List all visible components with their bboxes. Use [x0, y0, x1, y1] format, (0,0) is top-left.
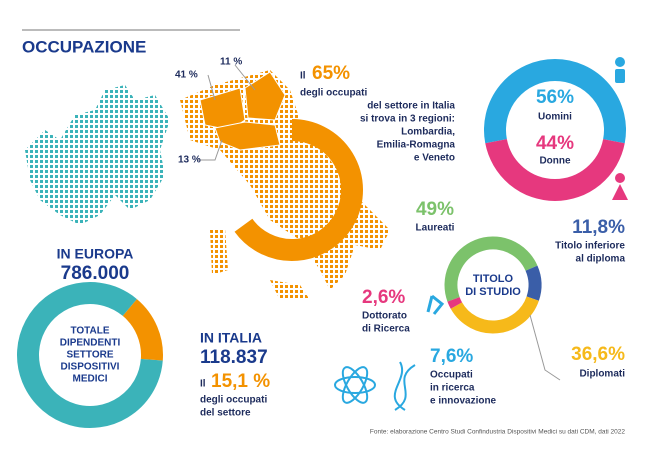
europe-heading: IN EUROPA [57, 246, 134, 262]
italy-share: 15,1 % [211, 371, 270, 392]
edu-share: 2,6% [362, 287, 405, 308]
regions-line: del settore in Italia [367, 101, 455, 112]
callout-line [198, 139, 223, 161]
edu-share: 36,6% [571, 344, 625, 365]
regions-line: e Veneto [414, 153, 455, 164]
donut-segment [447, 297, 463, 309]
regions-line: degli occupati [300, 88, 367, 99]
region-share: 13 % [178, 155, 201, 166]
edu-label: Diplomati [579, 369, 625, 380]
edu-label: Titolo inferiore [555, 241, 625, 252]
title: OCCUPAZIONE [22, 37, 146, 56]
europe-number: 786.000 [61, 263, 130, 284]
men-share: 56% [536, 87, 574, 108]
women-label: Donne [539, 156, 571, 167]
atom-icon [334, 366, 376, 404]
prefix: Il [300, 71, 306, 82]
research-line: Occupati [430, 370, 473, 381]
donut-center-line: DIPENDENTI [60, 338, 121, 349]
italy-line: degli occupati [200, 395, 267, 406]
donut-center-line: DI STUDIO [465, 286, 521, 298]
europe-map [25, 85, 170, 225]
regions-line: Emilia-Romagna [377, 140, 456, 151]
edu-label: Dottorato [362, 311, 407, 322]
donut-segment [444, 236, 538, 302]
research-line: in ricerca [430, 383, 475, 394]
donut-center-line: TITOLO [473, 273, 514, 285]
edu-label: al diploma [576, 254, 626, 265]
callout-line [207, 74, 216, 101]
research-share: 7,6% [430, 346, 473, 367]
edu-label: di Ricerca [362, 324, 410, 335]
sicily-map [270, 280, 310, 300]
italy-number: 118.837 [200, 347, 268, 368]
donut-segment [484, 59, 626, 144]
female-icon [615, 173, 625, 183]
donut-center-line: MEDICI [73, 374, 108, 385]
sardinia-map [210, 228, 228, 275]
regions-line: si trova in 3 regioni: [360, 114, 455, 125]
male-icon [615, 69, 625, 83]
donut-segment [525, 265, 542, 301]
female-icon [612, 184, 628, 200]
donut-center-line: TOTALE [70, 326, 109, 337]
edu-share: 49% [416, 199, 454, 220]
men-label: Uomini [538, 112, 572, 123]
italy-line: del settore [200, 408, 251, 419]
dna-icon [393, 361, 416, 411]
donut-segment [450, 296, 539, 334]
regions-total: 65% [312, 63, 350, 84]
donut-center-line: SETTORE [66, 350, 113, 361]
rest-segment [17, 282, 163, 428]
women-share: 44% [536, 133, 574, 154]
research-line: e innovazione [430, 396, 497, 407]
regions-arc [234, 119, 363, 261]
donut-segment [485, 138, 625, 201]
source: Fonte: elaborazione Centro Studi Confind… [370, 429, 625, 436]
callout-line [529, 314, 561, 381]
regions-line: Lombardia, [401, 127, 455, 138]
male-icon [615, 57, 625, 67]
edu-label: Laureati [416, 223, 455, 234]
edu-share: 11,8% [572, 217, 625, 238]
research-bracket [426, 294, 445, 315]
italy-heading: IN ITALIA [200, 330, 262, 346]
region-share: 41 % [175, 70, 198, 81]
region-share: 11 % [220, 57, 242, 68]
callout-line [234, 64, 256, 91]
share-segment [122, 299, 163, 361]
region-veneto [244, 71, 286, 121]
donut-center-line: DISPOSITIVI [61, 362, 120, 373]
prefix: Il [200, 379, 206, 390]
region-emilia [214, 121, 281, 151]
